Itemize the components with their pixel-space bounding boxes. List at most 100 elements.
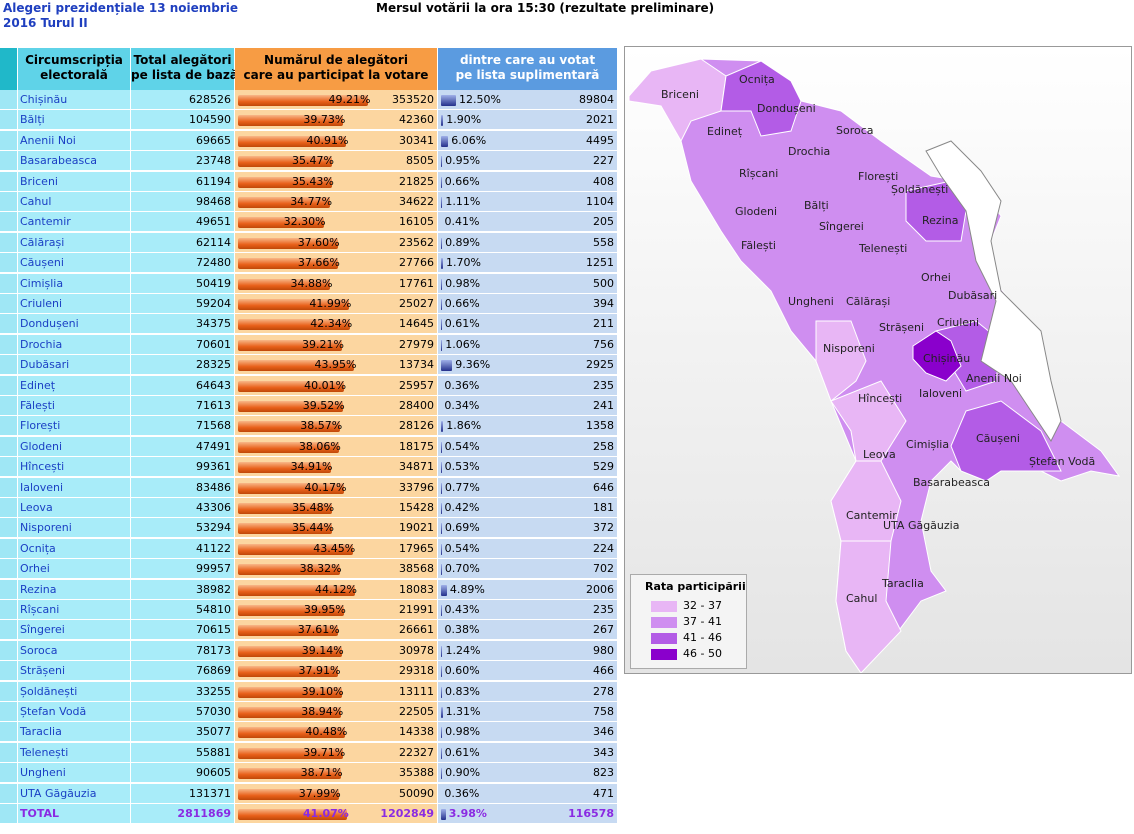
turnout-percent: 44.12% <box>314 582 357 596</box>
supplementary-cell: 0.66% 408 <box>438 171 618 192</box>
turnout-bar <box>238 462 331 474</box>
turnout-bar <box>238 727 346 739</box>
map-label: Ungheni <box>788 295 834 308</box>
supplementary-percent: 1.24% <box>445 643 481 657</box>
supplementary-cell: 1.31% 758 <box>438 702 618 722</box>
total-voters: 76869 <box>131 661 235 682</box>
supplementary-votes: 758 <box>593 705 614 718</box>
supplementary-cell: 0.36% 235 <box>438 375 618 396</box>
votes: 15428 <box>399 501 434 514</box>
turnout-percent: 34.77% <box>290 195 333 208</box>
table-row: Ocnița 41122 43.45% 17965 0.54% 224 <box>0 538 618 559</box>
turnout-cell: 39.52% 28400 <box>235 396 438 416</box>
turnout-percent: 39.21% <box>301 337 344 351</box>
supplementary-cell: 0.95% 227 <box>438 151 618 172</box>
supplementary-cell: 0.83% 278 <box>438 681 618 702</box>
supplementary-percent: 4.89% <box>449 582 485 596</box>
votes: 18083 <box>399 582 434 596</box>
votes: 42360 <box>399 113 434 127</box>
map-label: Chișinău <box>923 352 970 365</box>
district-name: Chișinău <box>18 90 131 110</box>
supplementary-bar <box>441 707 443 718</box>
table-row: Anenii Noi 69665 40.91% 30341 6.06% 4495 <box>0 130 618 151</box>
turnout-percent: 35.48% <box>292 501 335 514</box>
total-voters: 64643 <box>131 375 235 396</box>
turnout-bar <box>238 156 332 168</box>
turnout-cell: 39.73% 42360 <box>235 110 438 131</box>
district-name: Ungheni <box>18 763 131 784</box>
district-name: Orhei <box>18 559 131 580</box>
legend-label: 46 - 50 <box>683 647 722 660</box>
map-label: Orhei <box>921 271 951 284</box>
row-stub <box>0 661 18 682</box>
table-row: Chișinău 628526 49.21% 353520 12.50% 89804 <box>0 90 618 110</box>
supplementary-cell: 0.34% 241 <box>438 396 618 416</box>
supplementary-percent: 0.90% <box>445 766 481 780</box>
turnout-cell: 34.88% 17761 <box>235 273 438 294</box>
map-label: Călărași <box>846 295 890 308</box>
turnout-bar <box>238 441 339 453</box>
supplementary-votes: 4495 <box>586 133 614 147</box>
turnout-percent: 38.71% <box>300 766 343 780</box>
turnout-cell: 35.47% 8505 <box>235 151 438 172</box>
votes: 28400 <box>399 399 434 412</box>
row-stub <box>0 498 18 518</box>
header-text: Circumscripția <box>25 53 123 67</box>
total-voters: 71613 <box>131 396 235 416</box>
row-stub <box>0 436 18 457</box>
total-voters: 70601 <box>131 334 235 355</box>
map-label: Nisporeni <box>823 342 875 355</box>
row-stub <box>0 130 18 151</box>
total-voters: 55881 <box>131 742 235 763</box>
row-stub <box>0 232 18 253</box>
turnout-bar <box>238 360 355 372</box>
legend-label: 37 - 41 <box>683 615 722 628</box>
table-row: Fălești 71613 39.52% 28400 0.34% 241 <box>0 396 618 416</box>
supplementary-bar <box>441 543 442 555</box>
supplementary-percent: 0.34% <box>444 399 480 412</box>
turnout-bar <box>238 809 347 820</box>
supplementary-cell: 1.06% 756 <box>438 334 618 355</box>
turnout-bar <box>238 707 342 718</box>
total-voters: 628526 <box>131 90 235 110</box>
supplementary-bar <box>441 176 442 188</box>
district-name: Șoldănești <box>18 681 131 702</box>
supplementary-cell: 1.11% 1104 <box>438 192 618 212</box>
map-label: Glodeni <box>735 205 777 218</box>
supplementary-bar <box>441 503 442 514</box>
map-region <box>912 330 962 382</box>
supplementary-cell: 0.77% 646 <box>438 477 618 498</box>
table-row: Șoldănești 33255 39.10% 13111 0.83% 278 <box>0 681 618 702</box>
table-row: Florești 71568 38.57% 28126 1.86% 1358 <box>0 416 618 437</box>
votes: 22505 <box>399 705 434 718</box>
supplementary-bar <box>441 339 443 351</box>
row-stub <box>0 457 18 478</box>
supplementary-percent: 12.50% <box>459 93 501 106</box>
row-stub <box>0 681 18 702</box>
supplementary-cell: 6.06% 4495 <box>438 130 618 151</box>
votes: 29318 <box>399 664 434 678</box>
supplementary-bar <box>441 135 449 147</box>
header-cell: Circumscripția electorală <box>18 48 131 90</box>
total-voters: 71568 <box>131 416 235 437</box>
header-text: Total alegători <box>133 53 232 67</box>
title-line: Alegeri prezidențiale 13 noiembrie <box>3 1 239 15</box>
supplementary-bar <box>441 768 443 780</box>
map-region <box>720 60 802 137</box>
row-stub <box>0 559 18 580</box>
row-stub <box>0 314 18 335</box>
district-name: Ialoveni <box>18 477 131 498</box>
total-voters: 2811869 <box>131 804 235 824</box>
total-voters: 34375 <box>131 314 235 335</box>
votes: 38568 <box>399 562 434 576</box>
votes: 35388 <box>399 766 434 780</box>
turnout-percent: 39.71% <box>303 745 346 759</box>
supplementary-percent: 0.69% <box>444 521 480 535</box>
district-name: Nisporeni <box>18 518 131 539</box>
supplementary-cell: 9.36% 2925 <box>438 355 618 376</box>
table-row: Ungheni 90605 38.71% 35388 0.90% 823 <box>0 763 618 784</box>
supplementary-bar <box>441 686 442 698</box>
turnout-bar <box>238 135 347 147</box>
turnout-bar <box>238 768 341 780</box>
supplementary-bar <box>441 115 444 127</box>
